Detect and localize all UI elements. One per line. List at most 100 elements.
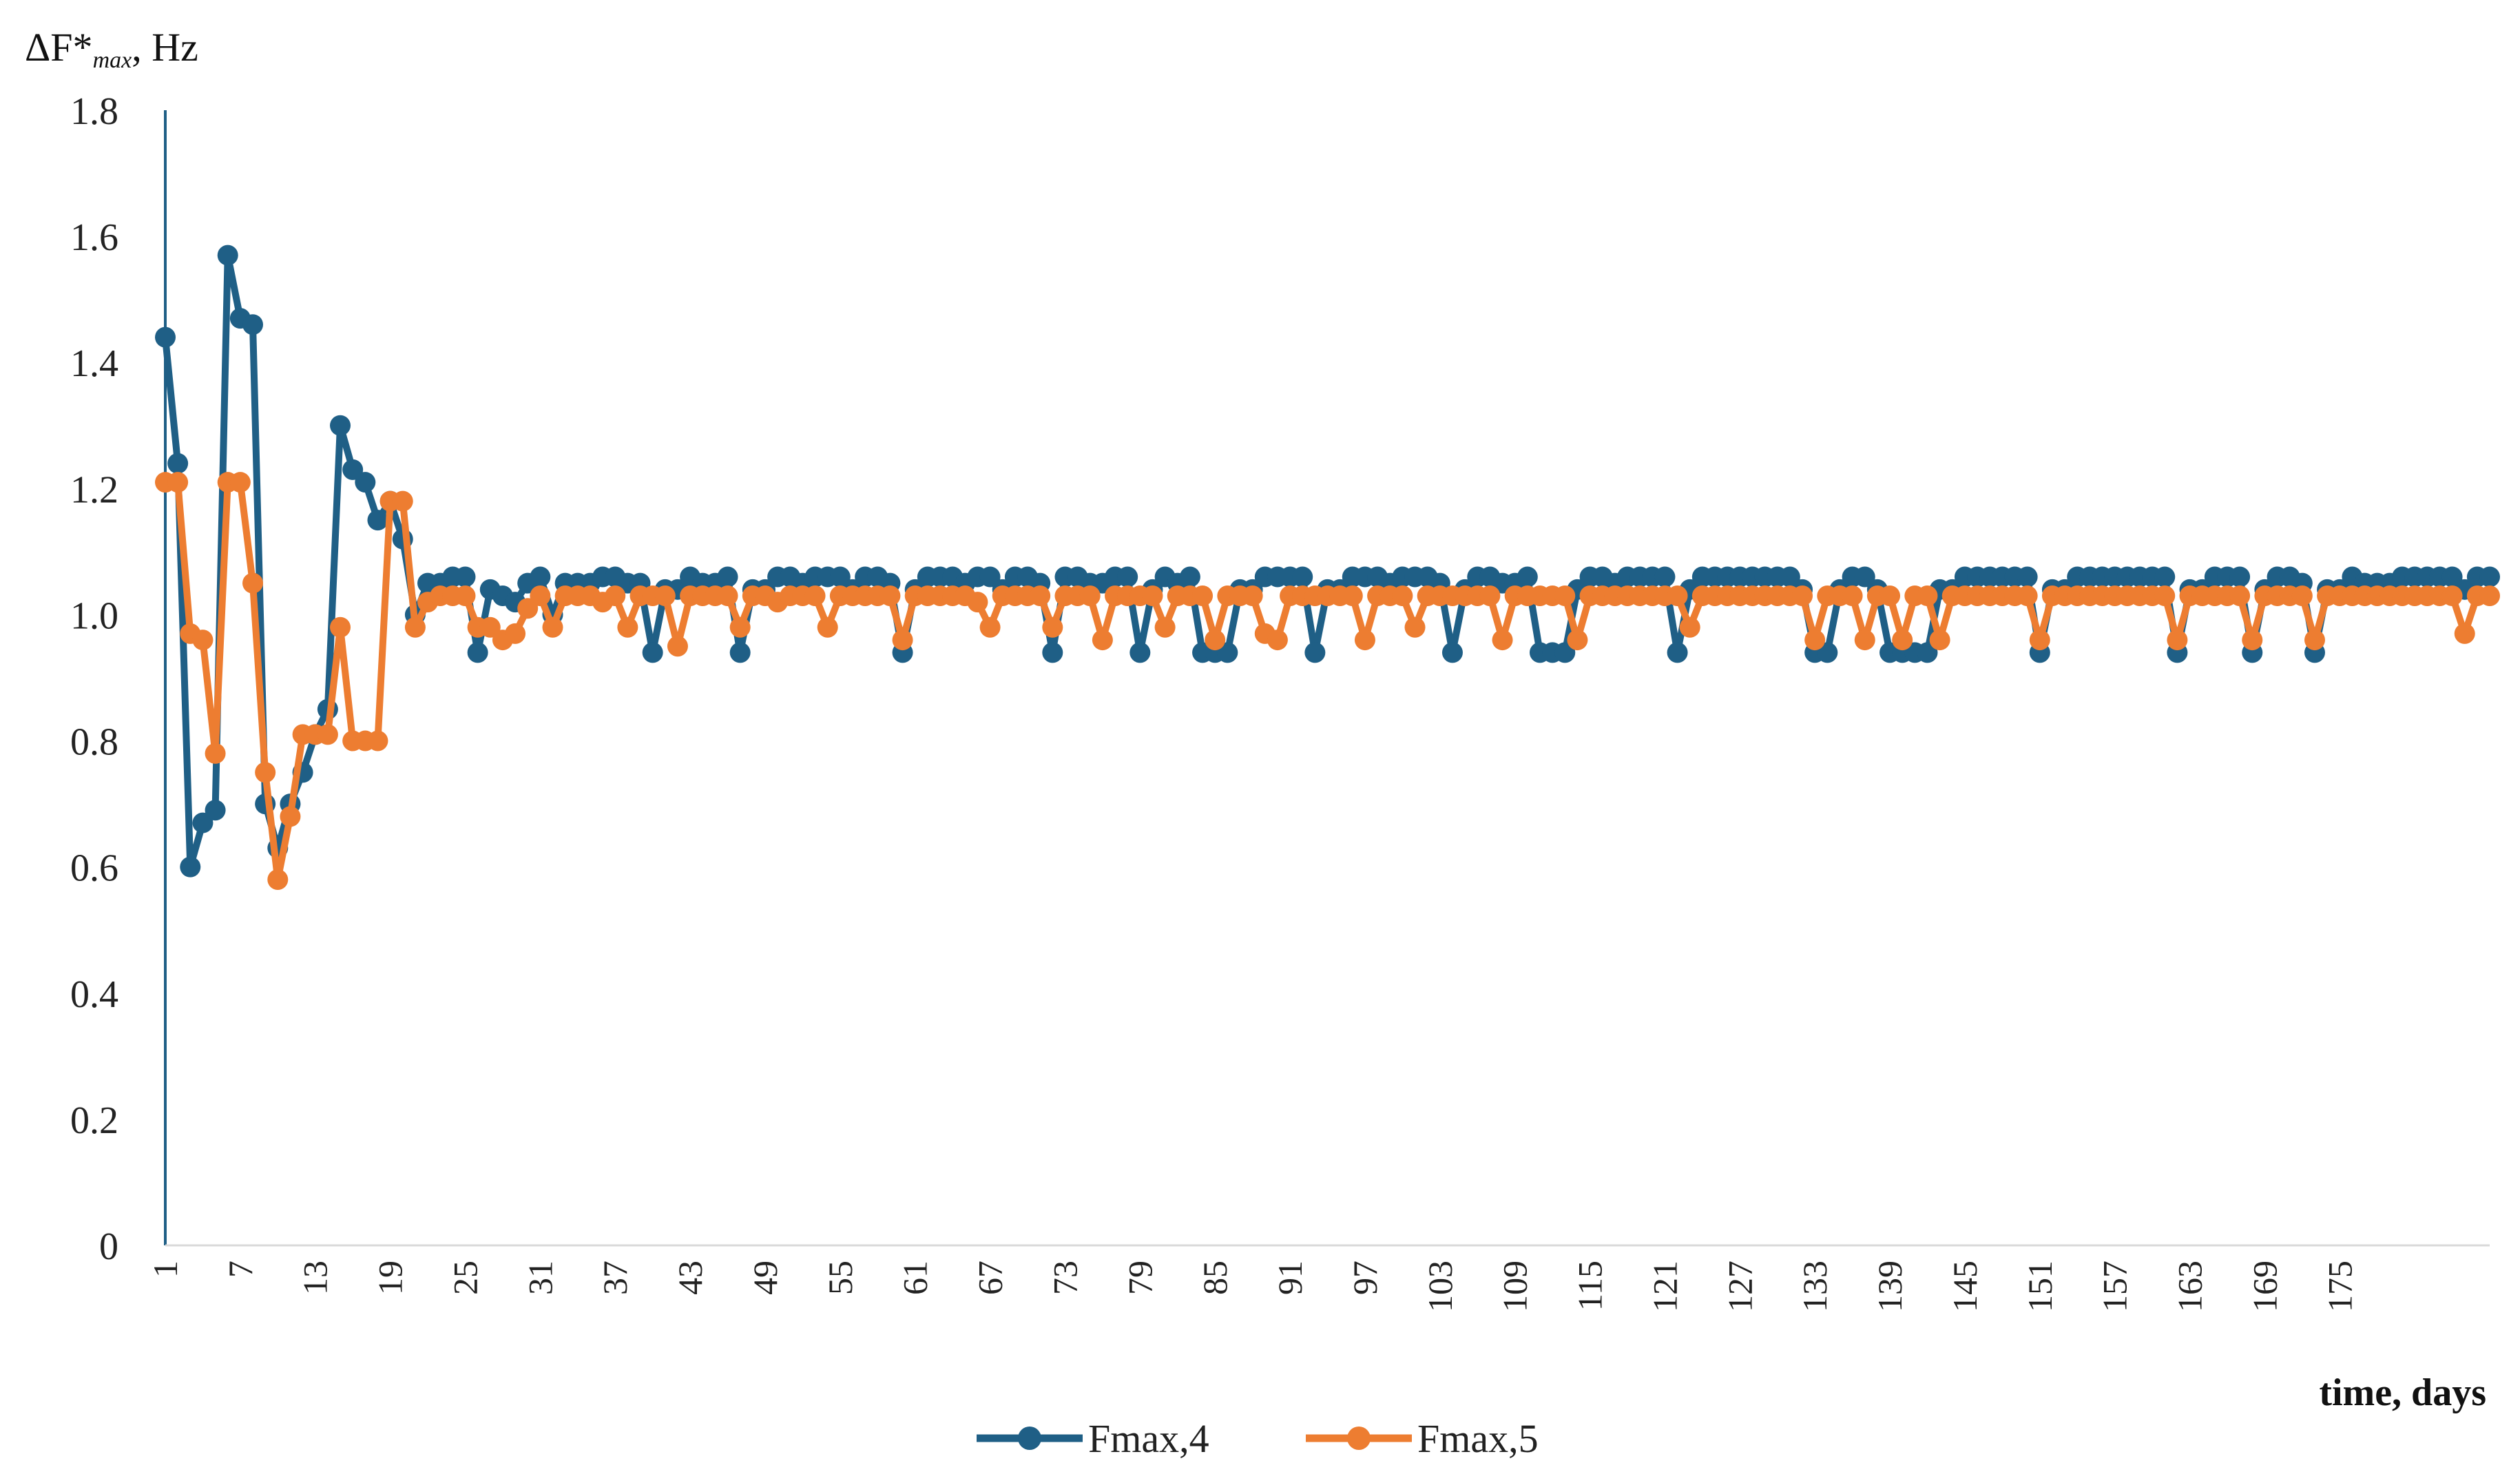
x-axis-title: time, days [2319, 1371, 2486, 1414]
data-point [2479, 585, 2500, 606]
data-point [967, 592, 988, 613]
data-point [542, 616, 563, 638]
data-point [1192, 585, 1214, 606]
data-point [2454, 623, 2475, 644]
data-point [667, 636, 688, 657]
y-tick-label: 1.0 [70, 594, 118, 637]
x-tick-label: 163 [2171, 1261, 2209, 1312]
data-point [2242, 630, 2263, 651]
y-tick-label: 1.2 [70, 468, 118, 511]
data-point [1804, 630, 1826, 651]
data-point [267, 869, 289, 890]
data-point [517, 598, 539, 619]
data-point [1567, 630, 1588, 651]
data-point [1354, 630, 1375, 651]
data-point [1929, 630, 1950, 651]
x-tick-label: 25 [446, 1261, 484, 1295]
data-point [1679, 616, 1700, 638]
legend-label: Fmax,4 [1088, 1416, 1209, 1461]
y-tick-label: 0.4 [70, 973, 118, 1016]
data-point [729, 616, 751, 638]
data-point [654, 585, 676, 606]
series-line [165, 479, 2490, 883]
data-point [1217, 642, 1238, 663]
series-line [162, 251, 2490, 871]
x-tick-label: 7 [221, 1261, 260, 1278]
data-point [505, 623, 526, 644]
data-point [617, 616, 638, 638]
data-point [1304, 642, 1326, 663]
series-fmax-5 [155, 472, 2500, 890]
data-point [892, 630, 913, 651]
data-point [605, 585, 626, 606]
data-point [2167, 630, 2188, 651]
x-tick-label: 127 [1720, 1261, 1759, 1312]
x-tick-label: 79 [1121, 1261, 1159, 1295]
data-point [2017, 566, 2038, 588]
data-point [1792, 585, 1813, 606]
data-point [404, 616, 426, 638]
x-tick-label: 49 [746, 1261, 784, 1295]
series-layer [155, 245, 2500, 890]
x-tick-label: 61 [896, 1261, 935, 1295]
data-point [979, 616, 1001, 638]
legend-swatch-marker [1347, 1427, 1371, 1450]
data-point [804, 585, 826, 606]
data-point [317, 724, 338, 745]
data-point [1404, 616, 1426, 638]
data-point [1667, 642, 1688, 663]
data-point [1854, 566, 1875, 588]
x-tick-label: 175 [2320, 1261, 2359, 1312]
data-point [330, 415, 351, 436]
data-point [205, 743, 226, 764]
data-point [455, 585, 476, 606]
data-point [717, 585, 738, 606]
data-point [242, 572, 264, 594]
x-tick-label: 55 [821, 1261, 860, 1295]
x-tick-label: 133 [1795, 1261, 1834, 1312]
data-point [280, 806, 301, 827]
data-point [342, 459, 364, 480]
x-tick-label: 121 [1645, 1261, 1684, 1312]
data-point [1554, 642, 1576, 663]
data-point [829, 566, 851, 588]
x-tick-label: 85 [1196, 1261, 1234, 1295]
x-tick-label: 67 [971, 1261, 1010, 1295]
data-point [355, 472, 376, 493]
data-point [467, 642, 488, 663]
x-tick-label: 151 [2021, 1261, 2059, 1312]
data-point [979, 566, 1001, 588]
data-point [1817, 642, 1838, 663]
x-tick-label: 139 [1871, 1261, 1909, 1312]
legend-item-fmax4: Fmax,4 [977, 1416, 1209, 1461]
data-point [1179, 566, 1200, 588]
data-point [242, 314, 264, 335]
x-tick-label: 19 [371, 1261, 410, 1295]
data-point [1842, 585, 1863, 606]
data-point [192, 630, 214, 651]
y-tick-label: 0 [99, 1225, 118, 1268]
data-point [2154, 585, 2176, 606]
data-point [1092, 630, 1113, 651]
data-point [155, 326, 176, 348]
data-point [367, 730, 388, 751]
data-point [1042, 616, 1063, 638]
y-tick-label: 1.4 [70, 342, 118, 385]
data-point [255, 762, 276, 783]
data-point [879, 585, 901, 606]
data-point [367, 510, 388, 531]
x-tick-label: 91 [1271, 1261, 1309, 1295]
data-point [1879, 585, 1901, 606]
data-point [1392, 585, 1413, 606]
data-point [1517, 566, 1538, 588]
data-point [729, 642, 751, 663]
data-point [1492, 630, 1513, 651]
x-tick-label: 169 [2245, 1261, 2284, 1312]
y-tick-label: 0.6 [70, 847, 118, 890]
x-tick-label: 13 [296, 1261, 335, 1295]
x-tick-label: 1 [146, 1261, 185, 1278]
x-tick-label: 37 [596, 1261, 634, 1295]
data-point [392, 490, 413, 512]
x-tick-label: 31 [521, 1261, 559, 1295]
data-point [1342, 585, 1363, 606]
